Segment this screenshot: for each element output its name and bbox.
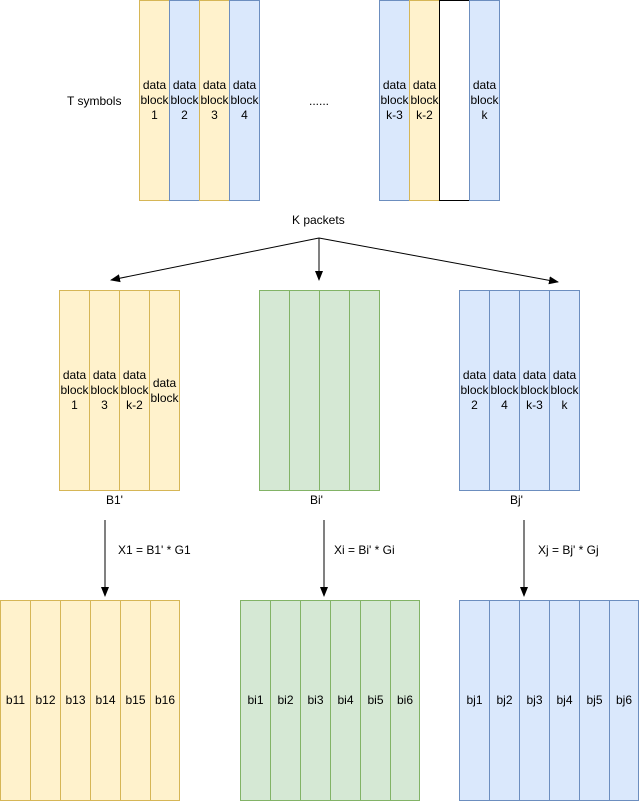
output-block: b12: [30, 600, 61, 801]
output-block: bi4: [330, 600, 361, 801]
output-block: bi2: [270, 600, 301, 801]
output-block: bi6: [390, 600, 420, 801]
b1-block: data block 1: [59, 290, 90, 491]
top-block: data block k: [469, 0, 500, 201]
ellipsis-label: ......: [309, 94, 330, 108]
top-block: data block 4: [229, 0, 260, 201]
output-block: bj1: [459, 600, 490, 801]
output-block: b16: [150, 600, 180, 801]
output-block: bj4: [549, 600, 580, 801]
formula-xj: Xj = Bj' * Gj: [538, 543, 599, 557]
output-block: b15: [120, 600, 151, 801]
group-name-b1: B1': [106, 493, 123, 507]
top-block: data block 2: [169, 0, 200, 201]
group-name-bi: Bi': [310, 493, 323, 507]
output-block: bj3: [519, 600, 550, 801]
bi-block: [349, 290, 380, 491]
k-packets-label: K packets: [292, 213, 345, 227]
bj-block: data block 4: [489, 290, 520, 491]
arrow-to-bj: [318, 237, 559, 285]
top-block: data block k-2: [409, 0, 440, 201]
b1-block: data block 3: [89, 290, 120, 491]
top-block: data block 1: [139, 0, 170, 201]
output-block: bi1: [240, 600, 271, 801]
t-symbols-label: T symbols: [67, 94, 122, 108]
bj-block: data block k: [549, 290, 580, 491]
b1-block: data block: [149, 290, 180, 491]
arrow-to-b1: [110, 237, 320, 283]
group-name-bj: Bj': [510, 493, 523, 507]
formula-xi: Xi = Bi' * Gi: [334, 543, 395, 557]
formula-x1: X1 = B1' * G1: [118, 543, 191, 557]
bj-block: data block 2: [459, 290, 490, 491]
